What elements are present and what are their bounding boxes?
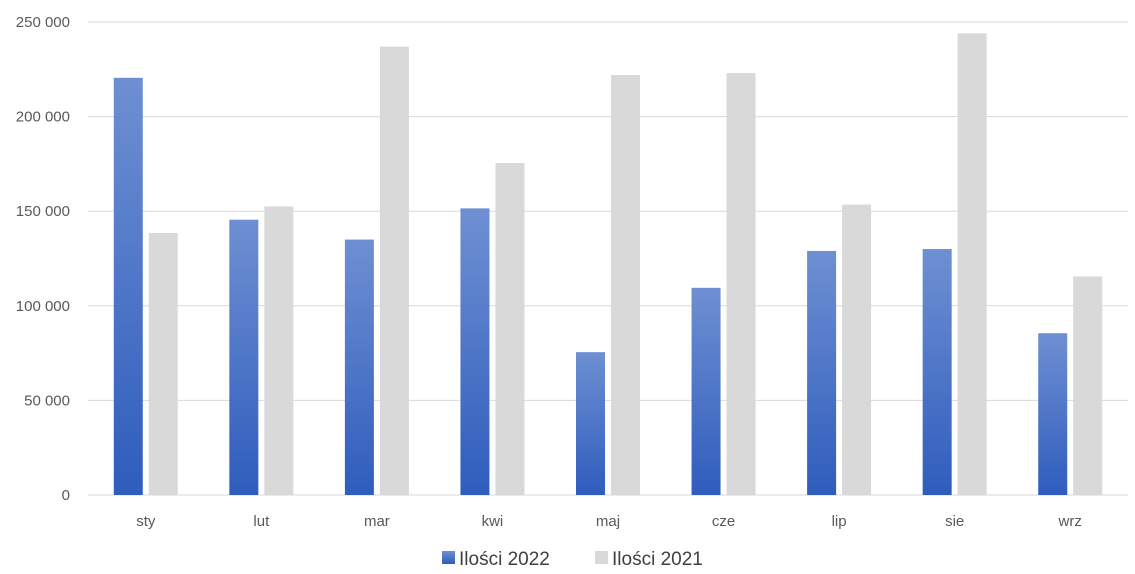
bar-2022 [576, 352, 605, 495]
bar-2021 [148, 232, 178, 495]
bar-2021 [842, 204, 872, 495]
y-axis-ticks: 0 50 000 100 000 150 000 200 000 250 000 [16, 14, 70, 504]
bar-2022 [113, 77, 143, 496]
x-axis-ticks: sty lut mar kwi maj cze lip sie wrz [136, 513, 1082, 530]
x-tick-label: sie [945, 513, 964, 530]
x-tick-label: cze [712, 513, 735, 530]
legend-label: Ilości 2022 [459, 549, 550, 570]
x-tick-label: sty [136, 513, 156, 530]
bar-2021 [495, 162, 525, 496]
bar-2021 [611, 74, 640, 495]
x-tick-label: kwi [482, 513, 504, 530]
x-tick-label: lip [832, 513, 847, 530]
bar-2022 [344, 239, 374, 495]
bar-2022 [460, 208, 490, 495]
bar-2021 [957, 33, 987, 496]
bar-2021 [1073, 276, 1103, 495]
y-tick-label: 100 000 [16, 298, 70, 315]
y-tick-label: 50 000 [24, 392, 70, 409]
legend: Ilości 2022 Ilości 2021 [442, 549, 703, 570]
legend-label: Ilości 2021 [612, 549, 703, 570]
legend-swatch [442, 551, 455, 564]
gridlines [88, 21, 1128, 496]
bar-2022 [229, 219, 259, 496]
bar-2021 [726, 73, 756, 496]
x-tick-label: lut [253, 513, 270, 530]
bar-2021 [379, 46, 409, 495]
y-tick-label: 200 000 [16, 109, 70, 126]
bar-2022 [922, 249, 952, 495]
y-tick-label: 250 000 [16, 14, 70, 31]
bar-2021 [264, 206, 294, 495]
x-tick-label: wrz [1058, 513, 1082, 530]
legend-swatch [595, 551, 608, 564]
y-tick-label: 0 [62, 487, 70, 504]
bar-2022 [807, 250, 837, 495]
y-tick-label: 150 000 [16, 203, 70, 220]
bar-2022 [691, 287, 721, 495]
bars [113, 33, 1103, 496]
x-tick-label: maj [596, 513, 620, 530]
x-tick-label: mar [364, 513, 390, 530]
bar-2022 [1038, 333, 1068, 495]
